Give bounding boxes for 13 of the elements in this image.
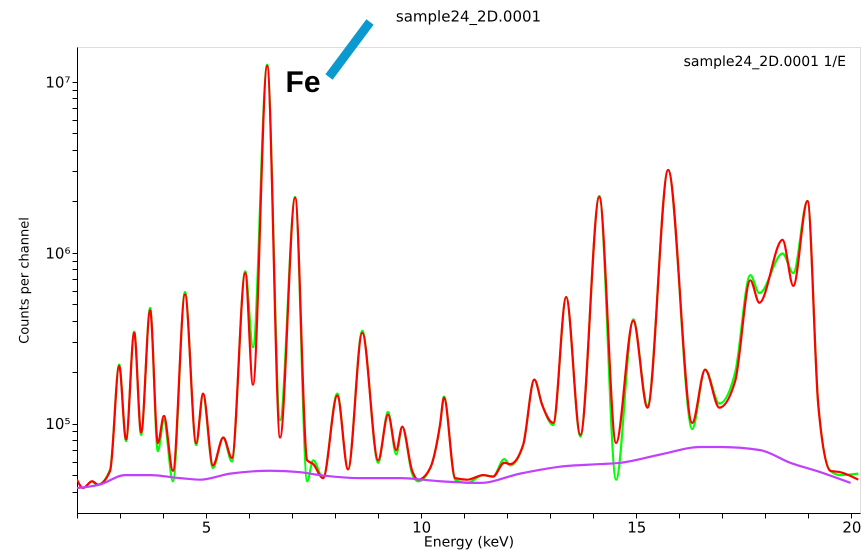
- x-tick-label: 10: [412, 518, 432, 536]
- y-tick-label: 10⁵: [45, 415, 70, 434]
- y-axis-title: Counts per channel: [17, 217, 32, 344]
- annotation: sample24_2D.0001 1/E: [684, 54, 846, 70]
- x-tick-label: 20: [842, 518, 862, 536]
- y-tick-label: 10⁷: [45, 73, 70, 92]
- y-tick-label: 10⁶: [45, 244, 70, 262]
- x-tick-label: 5: [202, 518, 212, 536]
- chart-title: sample24_2D.0001: [396, 8, 542, 26]
- x-tick-label: 15: [627, 518, 646, 536]
- line-series: [77, 446, 852, 490]
- x-axis-title: Energy (keV): [424, 534, 514, 550]
- annotation: Fe: [285, 66, 321, 99]
